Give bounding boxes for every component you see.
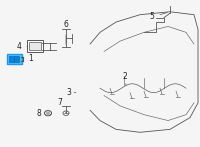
FancyBboxPatch shape (7, 54, 22, 64)
Text: 5: 5 (150, 12, 167, 21)
Text: 8: 8 (37, 109, 44, 118)
FancyBboxPatch shape (9, 56, 14, 62)
FancyBboxPatch shape (14, 56, 19, 62)
Circle shape (46, 112, 50, 115)
Text: 6: 6 (64, 20, 68, 44)
Text: 1: 1 (23, 54, 33, 63)
FancyBboxPatch shape (29, 42, 41, 50)
Text: 4: 4 (17, 42, 28, 51)
Text: 2: 2 (123, 72, 127, 85)
FancyBboxPatch shape (27, 40, 43, 52)
Text: 7: 7 (58, 98, 66, 113)
Text: 3: 3 (67, 88, 76, 97)
